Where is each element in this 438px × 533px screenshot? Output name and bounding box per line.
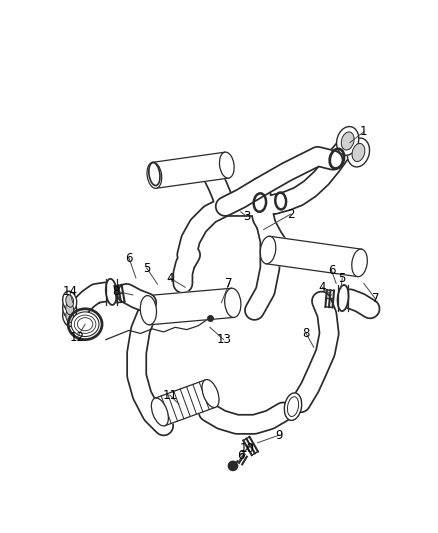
Ellipse shape bbox=[202, 379, 219, 408]
Text: 1: 1 bbox=[360, 125, 367, 138]
Text: 14: 14 bbox=[62, 285, 77, 297]
Ellipse shape bbox=[140, 296, 156, 325]
Ellipse shape bbox=[63, 299, 77, 319]
Ellipse shape bbox=[66, 295, 74, 307]
Text: 5: 5 bbox=[143, 262, 150, 274]
Ellipse shape bbox=[352, 249, 367, 277]
Ellipse shape bbox=[352, 143, 365, 161]
Ellipse shape bbox=[63, 291, 77, 311]
Ellipse shape bbox=[225, 288, 241, 318]
Text: 10: 10 bbox=[240, 442, 254, 456]
Ellipse shape bbox=[66, 303, 74, 315]
Text: 13: 13 bbox=[216, 333, 231, 346]
Ellipse shape bbox=[152, 398, 168, 426]
Ellipse shape bbox=[336, 126, 359, 155]
Text: 3: 3 bbox=[243, 210, 251, 223]
Text: 6: 6 bbox=[328, 264, 335, 277]
Ellipse shape bbox=[71, 312, 99, 336]
Text: 8: 8 bbox=[112, 285, 120, 297]
Text: 6: 6 bbox=[125, 252, 133, 264]
Text: 4: 4 bbox=[318, 281, 326, 294]
Text: 6: 6 bbox=[237, 449, 244, 462]
Text: 7: 7 bbox=[372, 292, 379, 305]
Ellipse shape bbox=[63, 306, 77, 326]
Ellipse shape bbox=[149, 163, 160, 185]
Ellipse shape bbox=[66, 310, 74, 322]
Ellipse shape bbox=[106, 279, 117, 305]
Text: 5: 5 bbox=[339, 271, 346, 285]
Ellipse shape bbox=[284, 393, 302, 421]
Ellipse shape bbox=[219, 152, 234, 178]
Circle shape bbox=[228, 461, 237, 471]
Ellipse shape bbox=[347, 138, 370, 167]
Polygon shape bbox=[147, 288, 234, 325]
Text: 7: 7 bbox=[225, 277, 233, 290]
Text: 11: 11 bbox=[162, 389, 177, 401]
Text: 9: 9 bbox=[276, 429, 283, 442]
Text: 8: 8 bbox=[302, 327, 310, 340]
Polygon shape bbox=[266, 236, 361, 277]
Text: 4: 4 bbox=[166, 271, 173, 285]
Ellipse shape bbox=[147, 163, 162, 188]
Polygon shape bbox=[155, 380, 215, 426]
Ellipse shape bbox=[341, 132, 354, 150]
Text: 12: 12 bbox=[70, 331, 85, 344]
Ellipse shape bbox=[287, 397, 299, 416]
Ellipse shape bbox=[338, 285, 349, 311]
Text: 2: 2 bbox=[287, 208, 294, 221]
Polygon shape bbox=[152, 152, 229, 188]
Ellipse shape bbox=[260, 236, 276, 264]
